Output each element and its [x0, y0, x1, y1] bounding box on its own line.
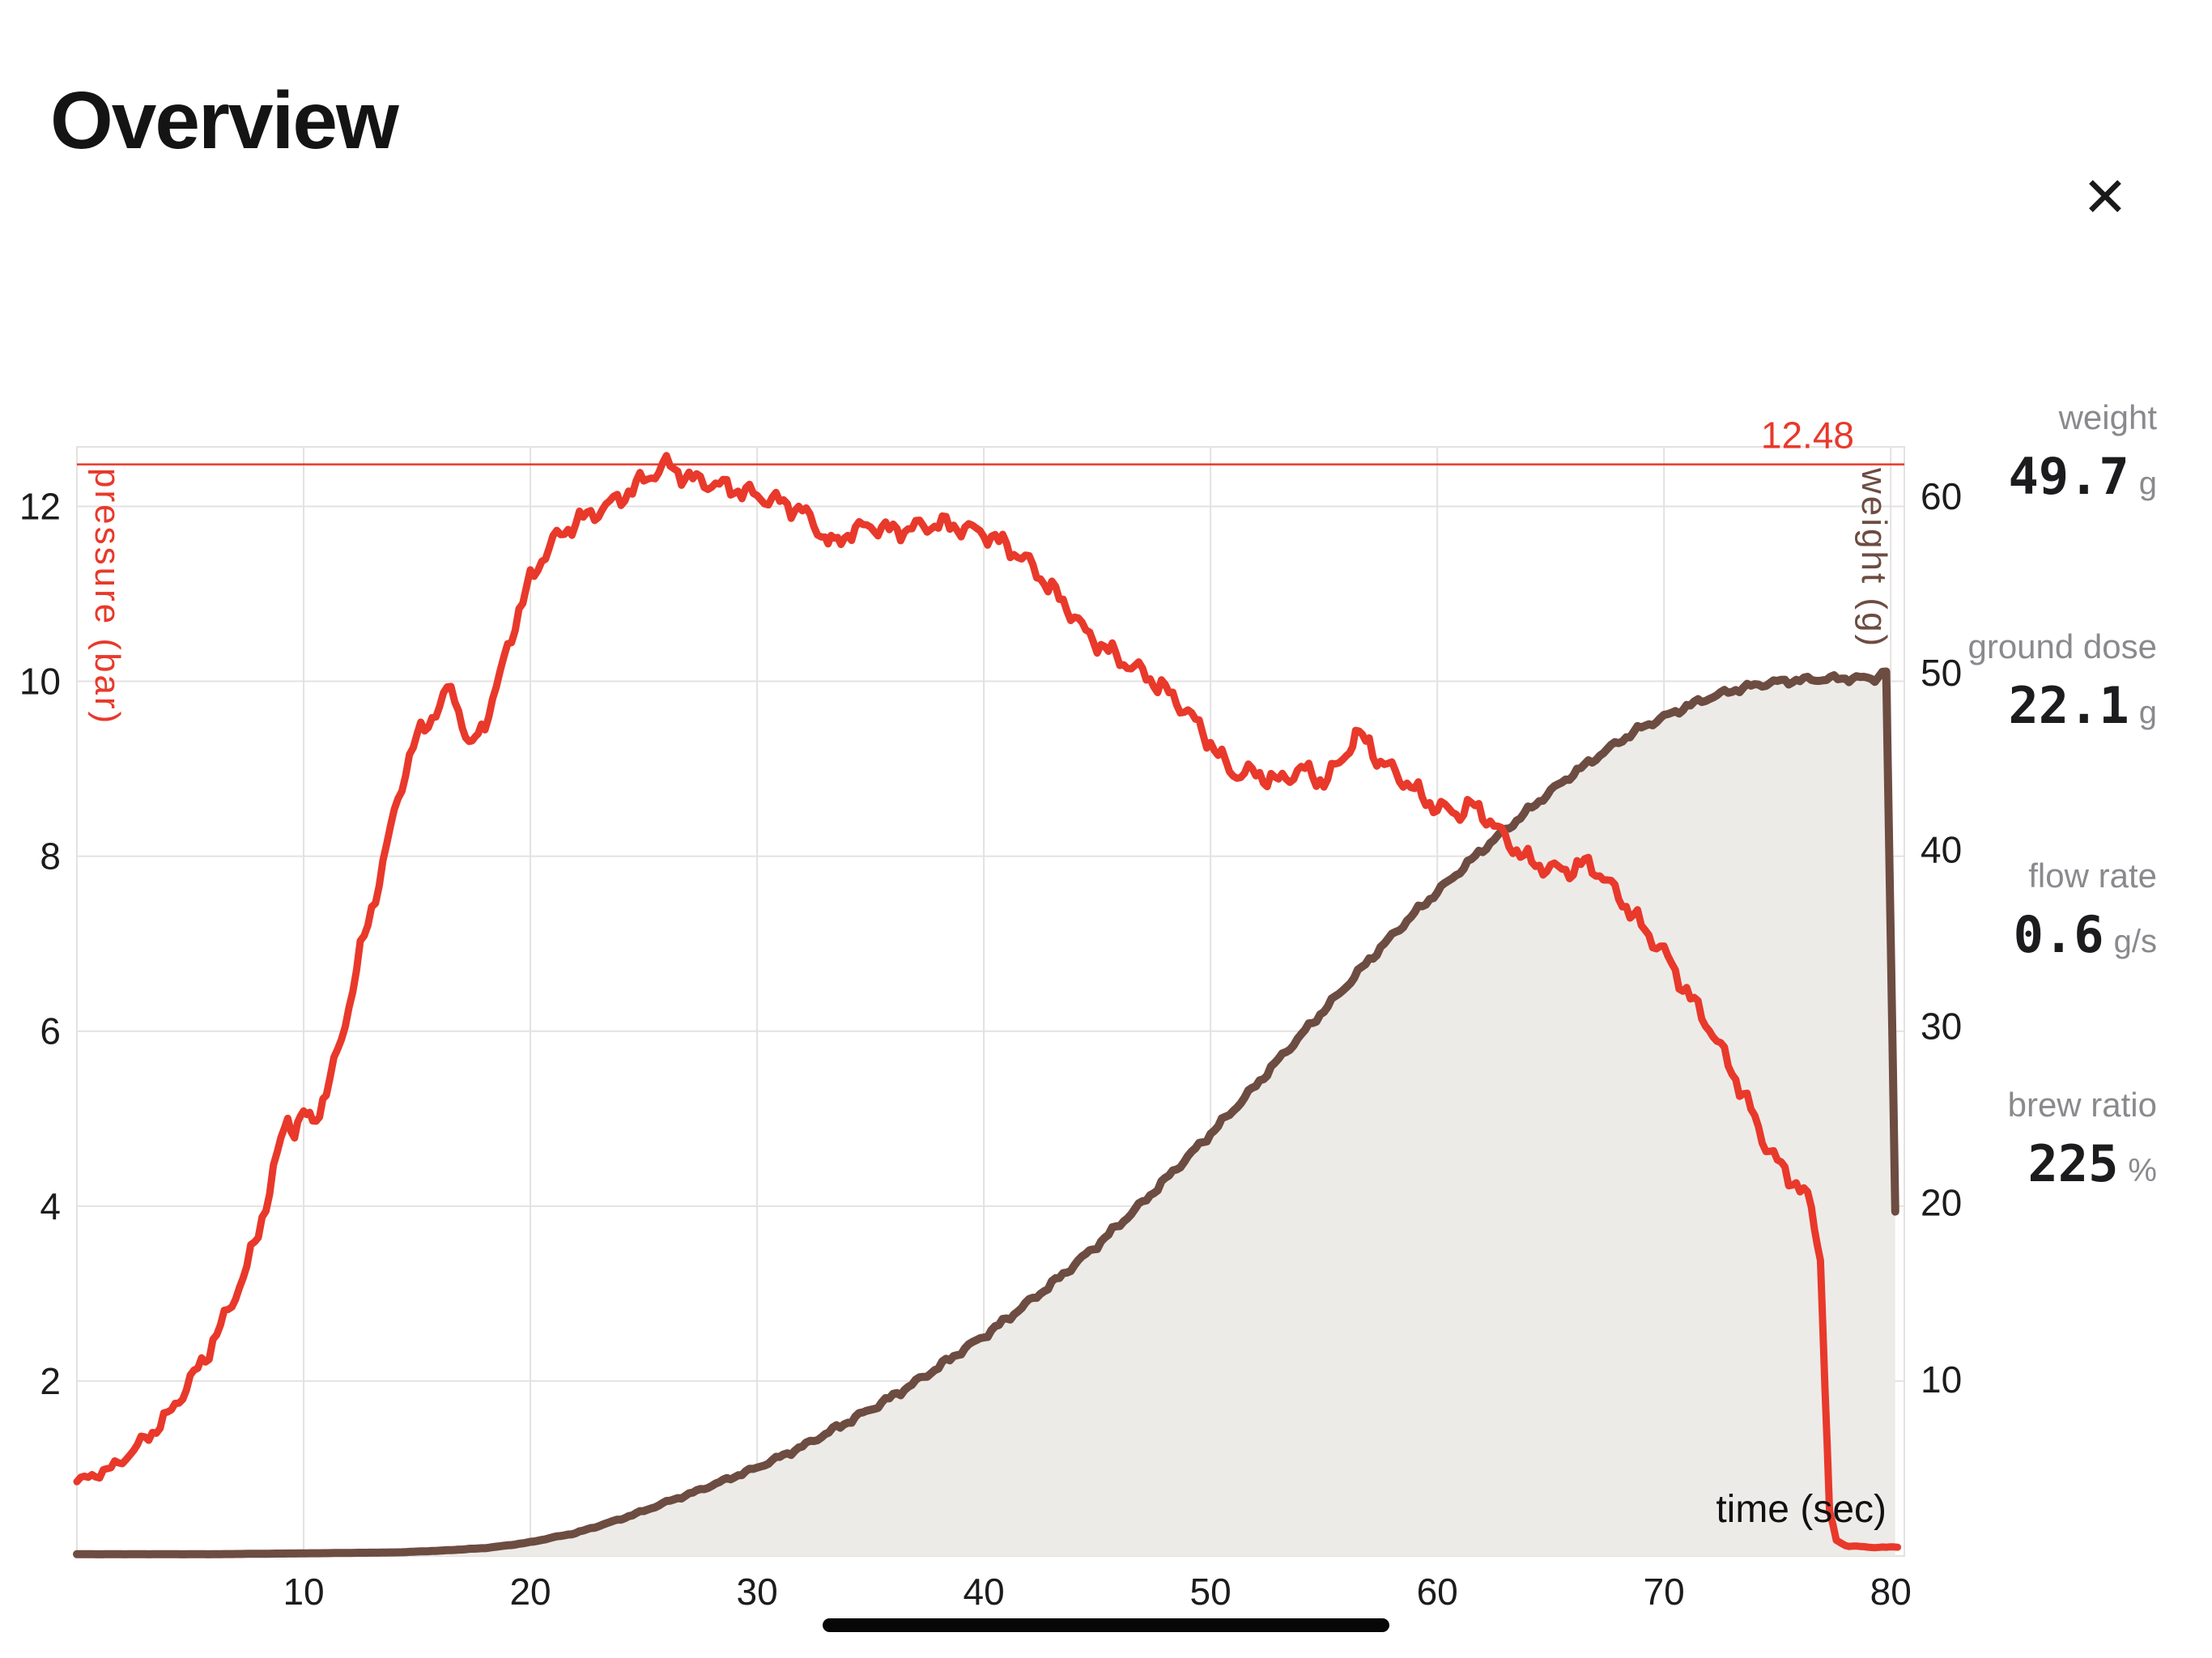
svg-text:20: 20	[1921, 1182, 1962, 1224]
stat-brew-ratio: brew ratio 225 %	[2008, 1086, 2157, 1193]
stat-value-row: 225 %	[2008, 1134, 2157, 1193]
page-title: Overview	[50, 75, 399, 166]
svg-text:60: 60	[1417, 1571, 1458, 1613]
svg-text:50: 50	[1190, 1571, 1231, 1613]
svg-text:time (sec): time (sec)	[1716, 1488, 1887, 1531]
stat-label: weight	[2058, 398, 2157, 436]
svg-text:10: 10	[1921, 1358, 1962, 1401]
close-icon: ✕	[2082, 167, 2129, 228]
close-button[interactable]: ✕	[2066, 159, 2144, 236]
svg-text:10: 10	[283, 1571, 324, 1613]
svg-text:50: 50	[1921, 652, 1962, 694]
stat-value-number: 49.7	[2008, 447, 2129, 506]
svg-text:pressure (bar): pressure (bar)	[87, 468, 127, 725]
stat-value-number: 22.1	[2008, 676, 2129, 735]
svg-text:10: 10	[19, 661, 61, 703]
svg-text:30: 30	[736, 1571, 777, 1613]
home-indicator[interactable]	[823, 1618, 1389, 1632]
svg-text:weight (g): weight (g)	[1854, 467, 1894, 648]
svg-text:30: 30	[1921, 1005, 1962, 1048]
svg-text:8: 8	[40, 835, 61, 878]
stat-unit: g	[2138, 466, 2157, 501]
stat-unit: g/s	[2113, 924, 2157, 959]
svg-text:6: 6	[40, 1010, 61, 1052]
svg-text:20: 20	[509, 1571, 551, 1613]
svg-text:12.48: 12.48	[1761, 414, 1854, 457]
svg-text:12: 12	[19, 485, 61, 527]
svg-text:60: 60	[1921, 475, 1962, 517]
svg-text:80: 80	[1870, 1571, 1912, 1613]
stat-label: ground dose	[1967, 627, 2157, 665]
svg-text:40: 40	[1921, 828, 1962, 870]
stat-flow-rate: flow rate 0.6 g/s	[2014, 857, 2157, 964]
stat-unit: g	[2138, 695, 2157, 730]
stat-unit: %	[2128, 1153, 2157, 1188]
stat-weight: weight 49.7 g	[2008, 398, 2157, 506]
stat-value-row: 22.1 g	[1967, 676, 2157, 735]
stat-value-row: 49.7 g	[2008, 447, 2157, 506]
svg-text:4: 4	[40, 1185, 61, 1227]
stat-label: brew ratio	[2007, 1086, 2157, 1124]
stat-value-number: 0.6	[2013, 905, 2104, 964]
svg-text:40: 40	[963, 1571, 1005, 1613]
svg-text:2: 2	[40, 1360, 61, 1402]
svg-text:70: 70	[1644, 1571, 1685, 1613]
stat-value-number: 225	[2027, 1134, 2119, 1193]
stat-label: flow rate	[2028, 857, 2157, 895]
stat-ground-dose: ground dose 22.1 g	[1967, 627, 2157, 735]
stats-panel: weight 49.7 g ground dose 22.1 g flow ra…	[1817, 398, 2157, 1193]
stat-value-row: 0.6 g/s	[2014, 905, 2157, 964]
